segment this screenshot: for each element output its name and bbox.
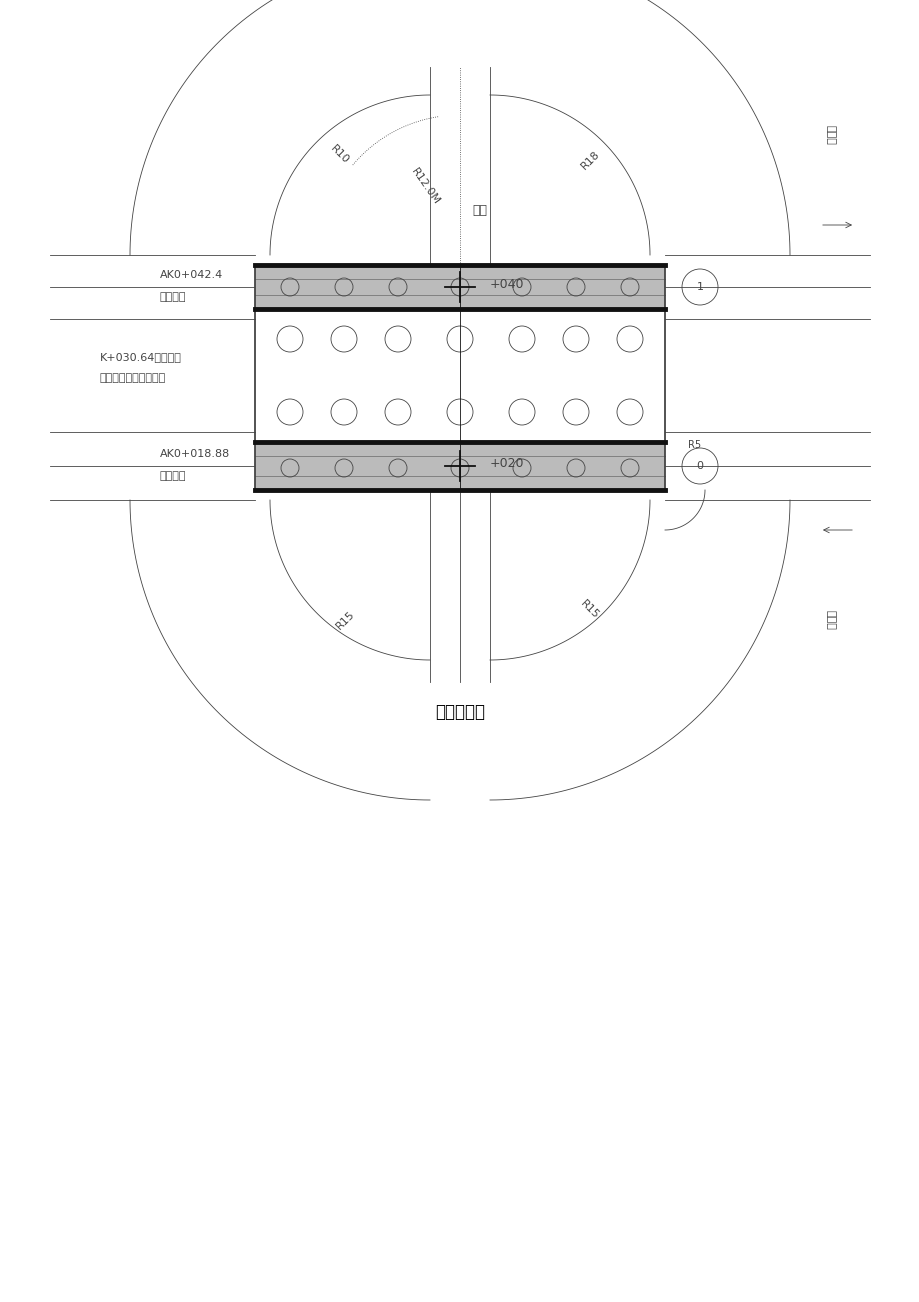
Text: 式预应力混凝土空心板: 式预应力混凝土空心板 bbox=[100, 374, 166, 384]
Text: K+030.64主入口桥: K+030.64主入口桥 bbox=[100, 353, 182, 362]
Text: R10: R10 bbox=[328, 143, 351, 167]
Text: R15: R15 bbox=[578, 599, 601, 621]
Bar bbox=[255, 441, 664, 490]
Text: 金城湾: 金城湾 bbox=[824, 125, 834, 145]
Text: R12.0M: R12.0M bbox=[408, 167, 441, 207]
Text: +040: +040 bbox=[490, 279, 524, 292]
Bar bbox=[255, 266, 664, 309]
Text: 水泥: 水泥 bbox=[472, 203, 487, 216]
Text: 0: 0 bbox=[696, 461, 703, 471]
Text: 1: 1 bbox=[696, 283, 703, 292]
Text: 桥梁终点: 桥梁终点 bbox=[160, 292, 187, 302]
Text: 桥梁起点: 桥梁起点 bbox=[160, 471, 187, 480]
Text: AK0+042.4: AK0+042.4 bbox=[160, 270, 223, 280]
Text: 主桥平面图: 主桥平面图 bbox=[435, 703, 484, 721]
Text: R5: R5 bbox=[687, 440, 701, 450]
Text: +020: +020 bbox=[490, 457, 524, 470]
Text: 金城湾: 金城湾 bbox=[824, 611, 834, 630]
Text: R15: R15 bbox=[334, 609, 356, 631]
Text: AK0+018.88: AK0+018.88 bbox=[160, 449, 230, 460]
Text: R18: R18 bbox=[578, 148, 601, 172]
